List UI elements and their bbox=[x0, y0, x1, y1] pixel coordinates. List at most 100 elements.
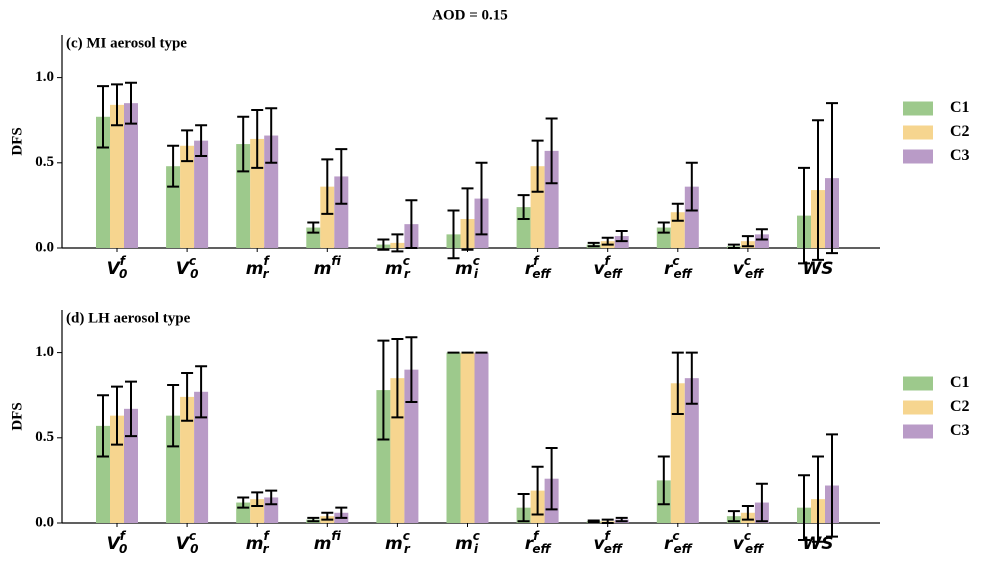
y-tick-label: 0.5 bbox=[35, 154, 54, 170]
label-sub: r bbox=[404, 542, 411, 556]
label-base: v bbox=[593, 259, 605, 279]
x-tick-label: vc eff bbox=[733, 529, 764, 556]
label-sup: c bbox=[672, 254, 679, 268]
error-bar bbox=[391, 233, 404, 253]
legend-swatch bbox=[903, 125, 933, 140]
error-bar bbox=[377, 238, 390, 251]
error-bar bbox=[321, 511, 334, 521]
bar bbox=[474, 352, 489, 523]
label-base: V bbox=[176, 534, 191, 554]
error-bar bbox=[461, 187, 474, 251]
label-base: m bbox=[455, 259, 473, 279]
x-tick-label: Vc 0 bbox=[176, 529, 199, 556]
label-sub: r bbox=[263, 542, 270, 556]
bar bbox=[544, 150, 559, 248]
label-base: m bbox=[385, 534, 403, 554]
bar bbox=[110, 415, 124, 523]
label-sub: eff bbox=[673, 267, 692, 281]
error-bar bbox=[307, 221, 320, 234]
error-bar bbox=[307, 516, 320, 523]
error-bar bbox=[826, 102, 838, 255]
error-bar bbox=[181, 129, 194, 163]
error-bar bbox=[531, 465, 544, 516]
label-base: m bbox=[246, 534, 264, 554]
error-bar bbox=[587, 241, 600, 248]
label-sup: c bbox=[189, 254, 196, 268]
y-tick-label: 0.5 bbox=[35, 429, 54, 445]
label-sup: f bbox=[120, 254, 127, 268]
legend-swatch bbox=[903, 149, 933, 164]
error-bar bbox=[405, 336, 418, 404]
x-tick-label: vf eff bbox=[593, 254, 622, 281]
error-bar bbox=[97, 85, 109, 149]
error-bar bbox=[181, 372, 194, 422]
bar bbox=[334, 176, 349, 248]
error-bar bbox=[812, 119, 824, 261]
x-tick-label: mf r bbox=[246, 529, 271, 556]
bar bbox=[166, 415, 181, 523]
bar bbox=[320, 186, 335, 248]
bar bbox=[180, 145, 195, 248]
error-bar bbox=[657, 455, 670, 506]
x-tick-label: Vf 0 bbox=[107, 254, 128, 281]
bar bbox=[684, 186, 699, 248]
y-tick-label: 1.0 bbox=[35, 69, 54, 85]
label-base: m bbox=[246, 259, 264, 279]
x-tick-label: rc eff bbox=[664, 254, 693, 281]
legend-label: C2 bbox=[950, 123, 970, 140]
label-sup: c bbox=[189, 529, 196, 543]
error-bar bbox=[195, 365, 208, 419]
figure-title: AOD = 0.15 bbox=[432, 7, 508, 23]
error-bar bbox=[727, 243, 740, 249]
label-base: r bbox=[664, 534, 674, 554]
label-sub: r bbox=[404, 267, 411, 281]
error-bar bbox=[741, 235, 754, 248]
bar bbox=[670, 383, 685, 523]
x-tick-label: vf eff bbox=[593, 529, 622, 556]
error-bar bbox=[545, 447, 558, 511]
legend-swatch bbox=[903, 376, 933, 391]
x-tick-label: mc r bbox=[385, 529, 411, 556]
label-base: V bbox=[176, 259, 191, 279]
bar bbox=[194, 391, 209, 523]
label-base: v bbox=[733, 534, 745, 554]
label-sub: eff bbox=[673, 542, 692, 556]
x-tick-label: rc eff bbox=[664, 529, 693, 556]
label-sup: f bbox=[533, 529, 540, 543]
label-sub: eff bbox=[745, 542, 764, 556]
error-bar bbox=[657, 221, 670, 234]
error-bar bbox=[798, 474, 810, 542]
label-sup: c bbox=[473, 529, 480, 543]
error-bar bbox=[237, 496, 250, 509]
bar bbox=[96, 116, 110, 249]
error-bar bbox=[601, 236, 614, 246]
error-bar bbox=[195, 124, 208, 157]
legend-label: C3 bbox=[950, 147, 970, 164]
bar bbox=[516, 207, 531, 248]
bar bbox=[684, 378, 699, 523]
y-tick-label: 0.0 bbox=[35, 239, 54, 255]
label-sub: eff bbox=[532, 542, 551, 556]
label-base: m bbox=[455, 534, 473, 554]
error-bar bbox=[335, 506, 348, 519]
error-bar bbox=[237, 115, 250, 173]
label-base: v bbox=[593, 534, 605, 554]
x-tick-label: Vf 0 bbox=[107, 529, 128, 556]
label-base: WS bbox=[803, 534, 834, 554]
bar bbox=[754, 234, 769, 248]
legend-label: C3 bbox=[950, 422, 970, 439]
y-axis-label: DFS bbox=[9, 127, 25, 155]
label-sup: c bbox=[672, 529, 679, 543]
label-base: v bbox=[733, 259, 745, 279]
bar bbox=[250, 138, 265, 248]
error-bar bbox=[517, 194, 530, 221]
error-bar bbox=[265, 107, 278, 164]
error-bar bbox=[167, 144, 180, 188]
label-base: WS bbox=[803, 259, 834, 279]
label-sub: i bbox=[474, 542, 479, 556]
label-sub: 0 bbox=[190, 267, 198, 281]
x-tick-label: mf r bbox=[246, 254, 271, 281]
error-bar bbox=[125, 380, 137, 438]
x-tick-label: mc i bbox=[455, 529, 480, 556]
error-bar bbox=[545, 117, 558, 185]
